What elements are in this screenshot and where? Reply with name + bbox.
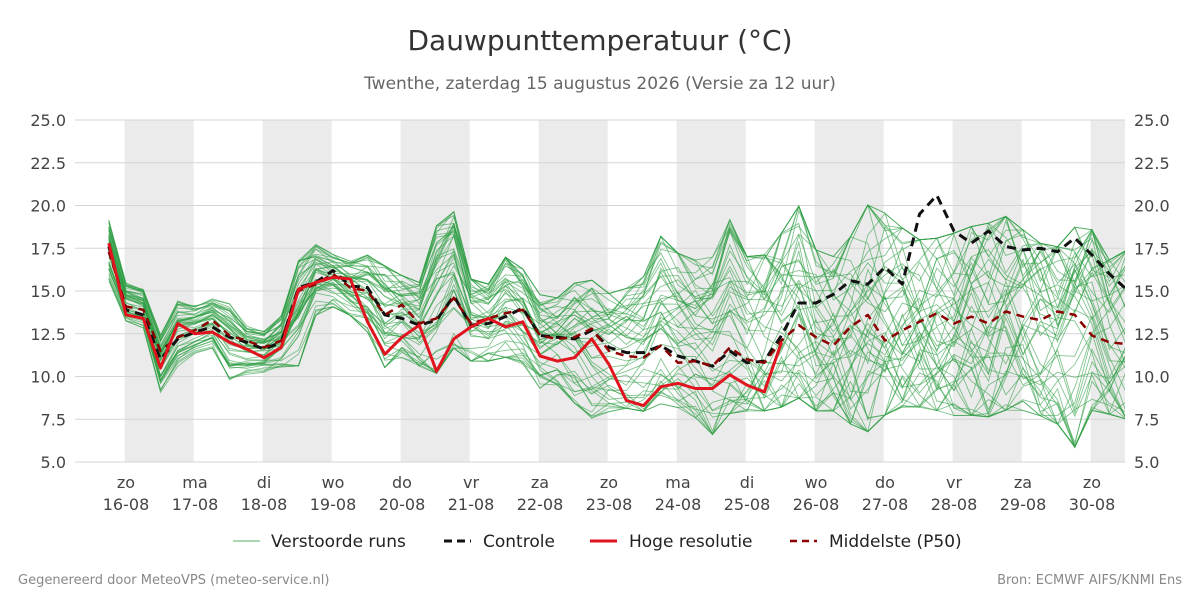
footer-source: Bron: ECMWF AIFS/KNMI Ens <box>997 573 1182 588</box>
x-tick-weekday-17-08: ma <box>182 473 207 492</box>
legend-label-median: Middelste (P50) <box>829 532 962 552</box>
ensemble-member-50 <box>108 225 1125 392</box>
legend-item-hires: Hoge resolutie <box>590 532 753 552</box>
y-tick-left-15.0: 15.0 <box>30 282 66 301</box>
legend-item-control: Controle <box>444 532 555 552</box>
legend-label-control: Controle <box>483 532 555 552</box>
ensemble-member-30 <box>108 261 1125 436</box>
ensemble-member-34 <box>108 228 1125 376</box>
y-tick-left-20.0: 20.0 <box>30 197 66 216</box>
y-axis-left-ticks: 5.0 7.5 10.0 12.5 15.0 17.5 20.0 22.5 25.0 <box>30 111 66 472</box>
x-tick-weekday-22-08: za <box>531 473 549 492</box>
x-tick-date-18-08: 18-08 <box>241 495 288 514</box>
x-tick-weekday-20-08: do <box>392 473 412 492</box>
ensemble-member-39 <box>108 204 1125 363</box>
x-tick-date-22-08: 22-08 <box>517 495 564 514</box>
y-tick-left-25.0: 25.0 <box>30 111 66 130</box>
x-tick-weekday-25-08: di <box>740 473 755 492</box>
x-tick-weekday-26-08: wo <box>805 473 828 492</box>
x-tick-weekday-18-08: di <box>257 473 272 492</box>
x-tick-weekday-27-08: do <box>875 473 895 492</box>
ensemble-member-41 <box>108 256 1125 449</box>
x-axis-ticks: zo 16-08 ma 17-08 di 18-08 wo 19-08 do 20-08 vr 21-… <box>103 473 1116 514</box>
x-tick-date-29-08: 29-08 <box>1000 495 1047 514</box>
legend-item-median: Middelste (P50) <box>790 532 962 552</box>
x-tick-date-23-08: 23-08 <box>586 495 633 514</box>
x-tick-weekday-24-08: ma <box>665 473 690 492</box>
x-tick-date-27-08: 27-08 <box>862 495 909 514</box>
x-tick-date-20-08: 20-08 <box>379 495 426 514</box>
main-series-lines <box>107 193 1125 408</box>
x-tick-date-28-08: 28-08 <box>931 495 978 514</box>
ensemble-member-49 <box>108 220 1125 416</box>
legend-label-ensemble: Verstoorde runs <box>271 532 406 552</box>
y-tick-left-17.5: 17.5 <box>30 239 66 258</box>
x-tick-date-21-08: 21-08 <box>448 495 495 514</box>
y-tick-right-5.0: 5.0 <box>1134 453 1159 472</box>
ensemble-member-24 <box>108 204 1125 415</box>
x-tick-weekday-29-08: za <box>1014 473 1032 492</box>
y-axis-right-ticks: 5.0 7.5 10.0 12.5 15.0 17.5 20.0 22.5 25.0 <box>1134 111 1170 472</box>
x-tick-date-17-08: 17-08 <box>172 495 219 514</box>
footer-generated-by: Gegenereerd door MeteoVPS (meteo-service… <box>18 573 329 588</box>
ensemble-member-28 <box>108 248 1125 433</box>
y-tick-right-25.0: 25.0 <box>1134 111 1170 130</box>
ensemble-member-38 <box>108 234 1125 422</box>
y-tick-left-7.5: 7.5 <box>41 410 66 429</box>
ensemble-member-44 <box>108 233 1125 426</box>
x-tick-date-19-08: 19-08 <box>310 495 357 514</box>
x-tick-date-26-08: 26-08 <box>793 495 840 514</box>
y-tick-right-17.5: 17.5 <box>1134 239 1170 258</box>
x-tick-weekday-23-08: zo <box>600 473 618 492</box>
y-tick-left-12.5: 12.5 <box>30 325 66 344</box>
x-tick-weekday-30-08: zo <box>1083 473 1101 492</box>
legend-label-hires: Hoge resolutie <box>629 532 753 552</box>
chart-subtitle: Twenthe, zaterdag 15 augustus 2026 (Vers… <box>363 74 836 94</box>
series-line-median <box>107 251 1125 368</box>
y-tick-right-10.0: 10.0 <box>1134 368 1170 387</box>
chart-title: Dauwpunttemperatuur (°C) <box>407 24 792 57</box>
ensemble-member-46 <box>108 211 1125 349</box>
ensemble-member-lines <box>108 203 1125 449</box>
x-tick-weekday-21-08: vr <box>463 473 479 492</box>
y-tick-right-22.5: 22.5 <box>1134 154 1170 173</box>
x-tick-weekday-28-08: vr <box>946 473 962 492</box>
ensemble-member-40 <box>108 278 1125 449</box>
ensemble-member-33 <box>108 244 1125 449</box>
series-line-hires <box>107 242 783 408</box>
y-tick-left-5.0: 5.0 <box>41 453 66 472</box>
legend-item-ensemble: Verstoorde runs <box>233 532 406 552</box>
y-tick-right-12.5: 12.5 <box>1134 325 1170 344</box>
x-tick-date-30-08: 30-08 <box>1069 495 1116 514</box>
legend: Verstoorde runs Controle Hoge resolutie … <box>233 532 962 552</box>
x-tick-date-25-08: 25-08 <box>724 495 771 514</box>
ensemble-member-42 <box>108 215 1125 380</box>
x-tick-weekday-19-08: wo <box>322 473 345 492</box>
y-tick-left-22.5: 22.5 <box>30 154 66 173</box>
y-tick-right-7.5: 7.5 <box>1134 410 1159 429</box>
x-tick-weekday-16-08: zo <box>117 473 135 492</box>
y-tick-right-15.0: 15.0 <box>1134 282 1170 301</box>
x-tick-date-16-08: 16-08 <box>103 495 150 514</box>
y-tick-left-10.0: 10.0 <box>30 368 66 387</box>
x-tick-date-24-08: 24-08 <box>655 495 702 514</box>
ensemble-member-29 <box>108 222 1125 419</box>
ensemble-member-47 <box>108 215 1125 399</box>
y-tick-right-20.0: 20.0 <box>1134 197 1170 216</box>
